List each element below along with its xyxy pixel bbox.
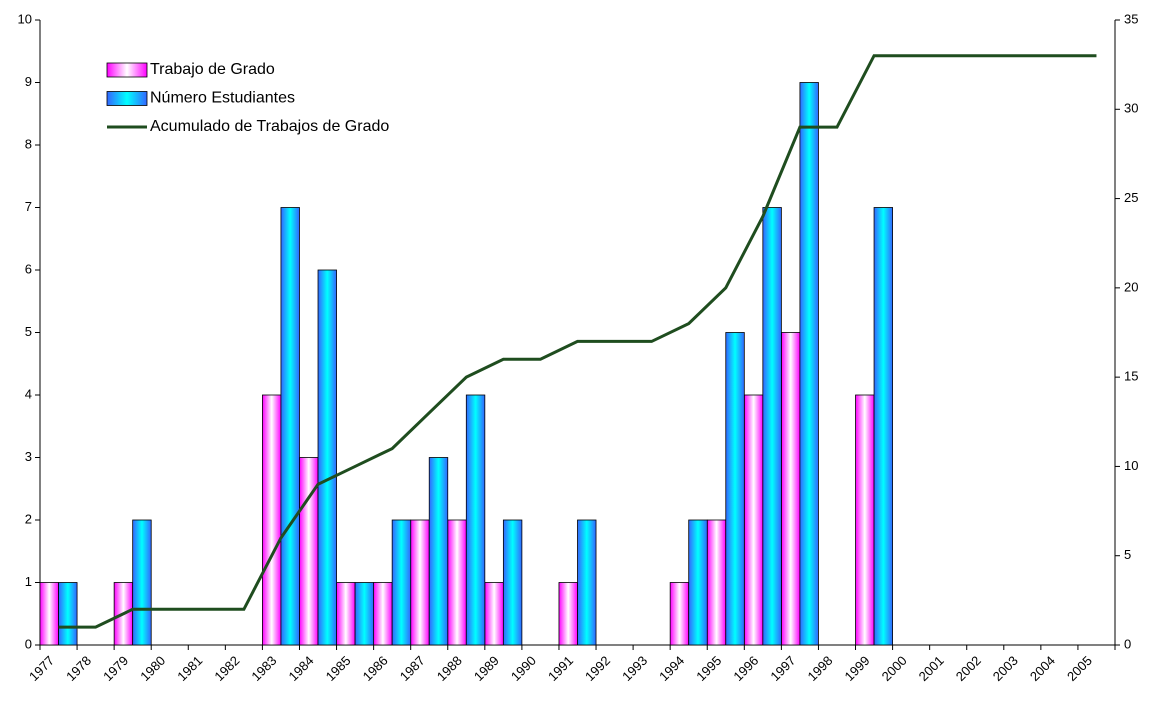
bar — [855, 394, 875, 646]
bar — [132, 519, 152, 646]
bar — [39, 582, 59, 646]
x-tick-label: 1985 — [323, 653, 354, 684]
y-tick-label: 10 — [18, 11, 32, 26]
x-tick-label: 1995 — [693, 653, 724, 684]
legend-label: Trabajo de Grado — [150, 61, 275, 78]
bar — [799, 82, 819, 646]
x-tick-label: 1977 — [26, 653, 57, 684]
bar — [465, 394, 486, 646]
legend-swatch — [106, 62, 148, 78]
x-tick-label: 1988 — [434, 653, 465, 684]
bar — [688, 519, 708, 646]
legend-swatch — [106, 91, 148, 106]
legend-label: Acumulado de Trabajos de Grado — [150, 118, 389, 135]
line — [58, 54, 1097, 629]
bar — [354, 582, 375, 646]
bar — [780, 332, 801, 646]
y2-tick-label: 5 — [1124, 547, 1131, 562]
x-tick-label: 1993 — [619, 653, 650, 684]
x-tick-label: 2000 — [879, 653, 910, 684]
x-tick-label: 1996 — [730, 653, 761, 684]
x-tick-label: 1980 — [137, 653, 168, 684]
y-tick-label: 9 — [25, 74, 32, 89]
bar — [706, 519, 727, 646]
x-tick-label: 1981 — [174, 653, 205, 684]
y2-tick-label: 15 — [1124, 369, 1138, 384]
y-tick-label: 6 — [25, 261, 32, 276]
x-tick-label: 2001 — [916, 653, 947, 684]
x-tick-label: 1979 — [100, 653, 131, 684]
bar — [280, 207, 300, 646]
x-tick-label: 1999 — [842, 653, 873, 684]
y-tick-label: 8 — [25, 136, 32, 151]
x-tick-label: 1984 — [286, 653, 317, 684]
y-tick-label: 5 — [25, 324, 32, 339]
x-tick-label: 1986 — [360, 653, 391, 684]
bar — [410, 519, 430, 646]
x-tick-label: 1982 — [211, 653, 242, 684]
bar — [669, 582, 690, 646]
x-tick-label: 1987 — [397, 653, 428, 684]
bar — [484, 582, 504, 646]
bar — [447, 519, 467, 646]
bar — [558, 582, 578, 646]
x-tick-label: 1997 — [767, 653, 798, 684]
bar — [299, 457, 319, 646]
y-tick-label: 0 — [25, 636, 32, 651]
bar — [428, 457, 449, 646]
legend-label: Número Estudiantes — [150, 90, 295, 107]
x-tick-label: 1989 — [471, 653, 502, 684]
bar — [743, 394, 764, 646]
y2-tick-label: 30 — [1124, 101, 1138, 116]
x-tick-label: 1994 — [656, 653, 687, 684]
x-tick-label: 2005 — [1064, 653, 1095, 684]
bar — [336, 582, 356, 646]
bar — [502, 519, 523, 646]
bar — [725, 332, 745, 646]
x-tick-label: 1991 — [545, 653, 576, 684]
y2-tick-label: 25 — [1124, 190, 1138, 205]
y2-tick-label: 10 — [1124, 458, 1138, 473]
x-tick-label: 1992 — [582, 653, 613, 684]
x-tick-label: 1990 — [508, 653, 539, 684]
x-tick-label: 2002 — [953, 653, 984, 684]
y-tick-label: 1 — [25, 574, 32, 589]
y-tick-label: 2 — [25, 511, 32, 526]
y-tick-label: 7 — [25, 199, 32, 214]
bar — [262, 394, 282, 646]
bar — [391, 519, 412, 646]
y-tick-label: 4 — [25, 386, 32, 401]
bar — [373, 582, 393, 646]
x-tick-label: 2004 — [1027, 653, 1058, 684]
x-tick-label: 2003 — [990, 653, 1021, 684]
x-tick-label: 1978 — [63, 653, 94, 684]
y2-tick-label: 0 — [1124, 636, 1131, 651]
bar — [873, 207, 893, 646]
y2-tick-label: 35 — [1124, 11, 1138, 26]
bar — [317, 269, 337, 646]
y-tick-label: 3 — [25, 449, 32, 464]
x-tick-label: 1983 — [248, 653, 279, 684]
x-tick-label: 1998 — [804, 653, 835, 684]
bar — [58, 582, 78, 646]
y2-tick-label: 20 — [1124, 279, 1138, 294]
bar — [762, 207, 782, 646]
bar — [577, 519, 597, 646]
